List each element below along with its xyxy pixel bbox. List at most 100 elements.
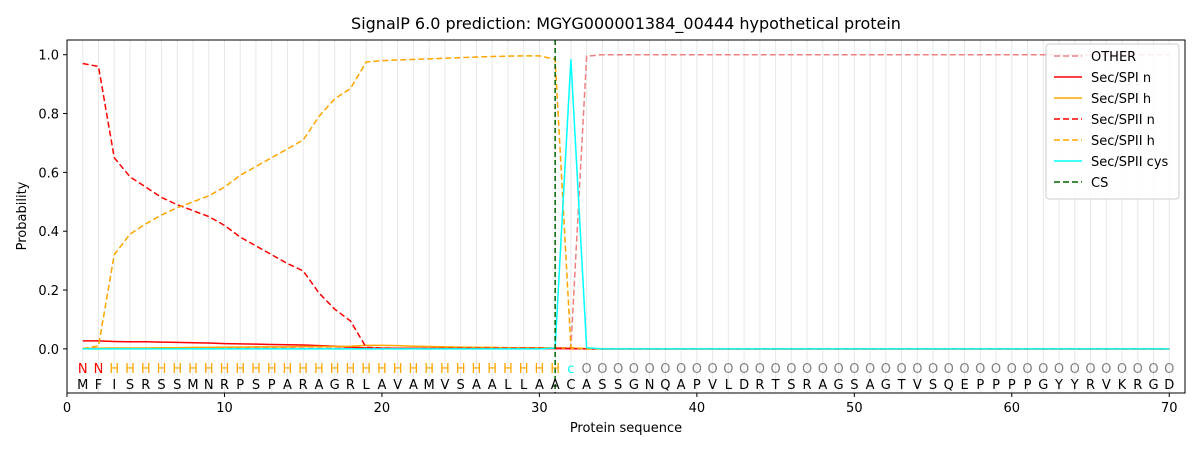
region-label: H (235, 362, 245, 377)
series-line-sec-spii-h (82, 55, 1170, 350)
x-tick-label: 70 (1161, 401, 1178, 416)
region-label: O (1054, 362, 1064, 377)
sequence-residue: A (818, 378, 827, 393)
sequence-residue: Y (1054, 378, 1063, 393)
region-label: H (298, 362, 308, 377)
sequence-residue: V (393, 378, 402, 393)
region-label: O (1117, 362, 1127, 377)
region-label: O (1022, 362, 1032, 377)
sequence-residue: S (850, 378, 858, 393)
region-label: O (707, 362, 717, 377)
region-label: O (928, 362, 938, 377)
sequence-residue: M (424, 378, 435, 393)
region-label: H (519, 362, 529, 377)
sequence-residue: P (268, 378, 276, 393)
region-label: H (125, 362, 135, 377)
sequence-residue: Q (944, 378, 954, 393)
sequence-residue: D (739, 378, 749, 393)
sequence-residue: A (472, 378, 481, 393)
legend-label: CS (1091, 176, 1108, 191)
region-label: H (314, 362, 324, 377)
sequence-residue: S (173, 378, 181, 393)
sequence-residue: R (1086, 378, 1095, 393)
region-label: c (567, 362, 574, 377)
sequence-residue: N (645, 378, 655, 393)
region-label: O (1085, 362, 1095, 377)
sequence-residue: S (157, 378, 165, 393)
sequence-residue: K (1118, 378, 1127, 393)
sequence-residue: N (204, 378, 214, 393)
sequence-residue: S (598, 378, 606, 393)
sequence-residue: G (1038, 378, 1048, 393)
region-label: O (833, 362, 843, 377)
region-label: O (676, 362, 686, 377)
sequence-residue: R (755, 378, 764, 393)
region-label: H (535, 362, 545, 377)
region-label: H (204, 362, 214, 377)
region-label: O (597, 362, 607, 377)
sequence-residue: P (1008, 378, 1016, 393)
region-label: O (818, 362, 828, 377)
y-tick-label: 0.4 (38, 225, 59, 240)
region-label: H (550, 362, 560, 377)
region-label: O (959, 362, 969, 377)
sequence-residue: G (629, 378, 639, 393)
sequence-residue: A (551, 378, 560, 393)
sequence-residue: F (95, 378, 102, 393)
region-label: O (770, 362, 780, 377)
sequence-residue: R (1133, 378, 1142, 393)
sequence-residue: L (725, 378, 733, 393)
region-label: O (1007, 362, 1017, 377)
region-label: O (723, 362, 733, 377)
grid-layer (82, 40, 1170, 393)
y-tick-label: 0.6 (38, 166, 59, 181)
region-label: O (786, 362, 796, 377)
region-label: H (220, 362, 230, 377)
series-line-sec-spii-cys (82, 59, 1170, 350)
sequence-residue: S (252, 378, 260, 393)
series-line-sec-spii-n (82, 62, 1170, 350)
sequence-residue: T (771, 378, 780, 393)
sequence-residue: A (488, 378, 497, 393)
sequence-residue: G (881, 378, 891, 393)
x-tick-label: 40 (689, 401, 706, 416)
legend-label: Sec/SPII cys (1091, 155, 1169, 170)
region-label: N (78, 362, 88, 377)
sequence-residue: R (141, 378, 150, 393)
sequence-residue: P (693, 378, 701, 393)
sequence-residue: C (566, 378, 575, 393)
region-label: H (377, 362, 387, 377)
sequence-residue: A (582, 378, 591, 393)
sequence-residue: A (866, 378, 875, 393)
region-label: H (330, 362, 340, 377)
region-label: O (692, 362, 702, 377)
chart-title: SignalP 6.0 prediction: MGYG000001384_00… (351, 14, 901, 34)
region-label: O (755, 362, 765, 377)
region-label: H (109, 362, 119, 377)
sequence-residue: V (1102, 378, 1111, 393)
sequence-residue: S (126, 378, 134, 393)
sequence-residue: A (314, 378, 323, 393)
sequence-residue: G (1148, 378, 1158, 393)
region-label: H (361, 362, 371, 377)
sequence-residue: D (1164, 378, 1174, 393)
region-label: O (802, 362, 812, 377)
region-label: O (613, 362, 623, 377)
sequence-residue: V (440, 378, 449, 393)
legend-label: Sec/SPI n (1091, 71, 1151, 86)
sequence-residue: A (283, 378, 292, 393)
series-line-other (82, 53, 1170, 350)
region-label: H (456, 362, 466, 377)
region-label: O (975, 362, 985, 377)
region-label: O (912, 362, 922, 377)
axis-layer: 0 10 20 30 40 50 60 70 0.0 0.2 0.4 0.6 0.8 1.0 (38, 49, 1177, 416)
sequence-residue: P (992, 378, 1000, 393)
region-label: H (487, 362, 497, 377)
region-label: H (424, 362, 434, 377)
sequence-residue: S (614, 378, 622, 393)
sequence-residue: A (409, 378, 418, 393)
region-label: O (849, 362, 859, 377)
sequence-residue: R (299, 378, 308, 393)
region-label: O (896, 362, 906, 377)
